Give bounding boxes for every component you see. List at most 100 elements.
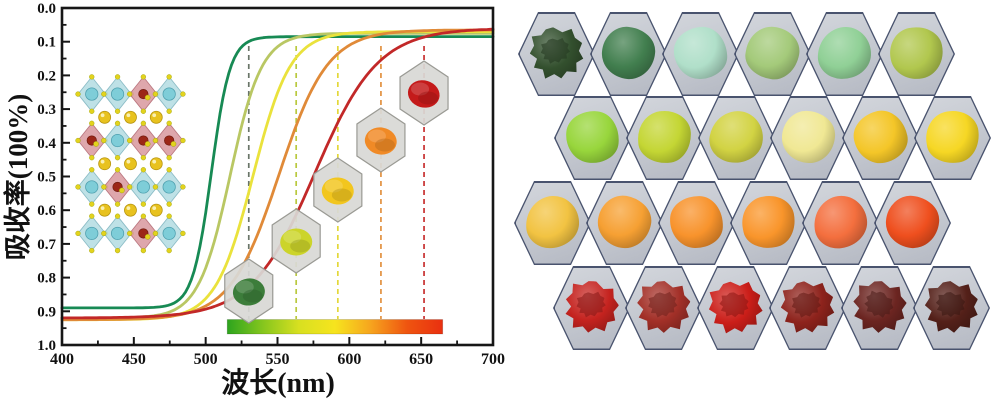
- powder-sample-texture: [538, 36, 572, 67]
- powder-hexagon: [802, 181, 879, 265]
- powder-hexagon: [698, 96, 775, 180]
- powder-sample: [816, 26, 873, 81]
- powder-sample: [672, 25, 729, 81]
- hexagon-background: [914, 267, 989, 349]
- wavelength-gradient-bar: [226, 319, 444, 335]
- chart-sample-hexagon: [224, 258, 274, 324]
- hexagon-background: [843, 97, 918, 179]
- powder-sample: [780, 110, 837, 165]
- hexagon-background: [663, 13, 738, 95]
- absorption-chart: 400 450 500 550 600 650 700 0.0 0.1 0.2 0.3 0.4 0.5 0…: [2, 1, 505, 399]
- x-tick-label: 450: [122, 351, 146, 368]
- hexagon-background: [591, 13, 666, 95]
- hexagon-background: [731, 182, 806, 264]
- hexagon-background: [875, 182, 950, 264]
- hexagon-background: [879, 13, 954, 95]
- absorption-curves: [60, 27, 495, 322]
- y-tick-label: 0.8: [37, 271, 56, 287]
- powder-hexagon: [518, 12, 595, 96]
- y-tick-label: 0.1: [37, 35, 56, 51]
- y-tick-label: 0.7: [37, 237, 56, 253]
- powder-sample: [636, 109, 693, 165]
- powder-hexagon: [769, 266, 846, 350]
- powder-hexagon: [626, 96, 703, 180]
- powder-sample: [561, 277, 622, 337]
- powder-hexagon: [514, 181, 591, 265]
- powder-sample: [563, 109, 622, 166]
- powder-sample-texture: [860, 288, 897, 323]
- axes-frame: 400 450 500 550 600 650 700 0.0 0.1 0.2 0.3 0.4 0.5 0…: [37, 1, 505, 368]
- powder-hexagon: [878, 12, 955, 96]
- powder-sample: [668, 195, 725, 250]
- hexagon-background: [842, 267, 917, 349]
- powder-sample: [705, 107, 768, 168]
- hexagon-background: [915, 97, 990, 179]
- powder-sample: [524, 194, 581, 250]
- powder-sample: [851, 279, 909, 335]
- powder-hexagon: [842, 96, 919, 180]
- x-axis-label: 波长(nm): [221, 367, 335, 399]
- hexagon-background: [587, 182, 662, 264]
- powder-sample: [741, 23, 804, 84]
- powder-sample: [599, 25, 658, 82]
- powder-sample-texture: [645, 289, 679, 320]
- powder-sample: [704, 276, 767, 338]
- hexagon-background: [698, 267, 773, 349]
- powder-sample: [593, 192, 656, 253]
- x-tick-label: 550: [266, 351, 290, 368]
- powder-hexagon: [625, 266, 702, 350]
- absorption-curve-orange-sample: [60, 28, 495, 322]
- chart-sample-hexagons: [224, 60, 449, 324]
- powder-hexagon: [658, 181, 735, 265]
- powder-hexagon: [770, 96, 847, 180]
- chart-sample-hexagon: [399, 60, 449, 126]
- hexagon-background: [807, 13, 882, 95]
- absorption-chart-panel: 400 450 500 550 600 650 700 0.0 0.1 0.2 0.3 0.4 0.5 0…: [2, 1, 505, 399]
- hexagon-background: [699, 97, 774, 179]
- wavelength-color-scale: [226, 319, 444, 335]
- crystal-structure-inset-icon: [75, 74, 186, 254]
- x-tick-label: 500: [194, 351, 218, 368]
- y-tick-label: 0.3: [37, 102, 56, 118]
- y-tick-label: 0.2: [37, 68, 56, 84]
- hexagon-background: [554, 267, 629, 349]
- powder-sample-texture: [789, 290, 823, 321]
- powder-hexagon: [730, 181, 807, 265]
- hexagon-background: [626, 267, 701, 349]
- powder-sample: [527, 24, 587, 83]
- powder-sample: [883, 194, 942, 251]
- powder-sample: [636, 280, 691, 334]
- chart-sample-hexagon: [313, 157, 363, 223]
- hexagon-background: [803, 182, 878, 264]
- y-tick-label: 0.5: [37, 170, 56, 186]
- powder-hexagon: [697, 266, 774, 350]
- powder-hexagon: [554, 96, 631, 180]
- powder-hexagon: [841, 266, 918, 350]
- powder-sample: [924, 280, 980, 335]
- hexagon-background: [627, 97, 702, 179]
- y-tick-label: 0.0: [37, 1, 56, 17]
- x-tick-label: 650: [409, 351, 433, 368]
- powder-sample: [737, 191, 800, 254]
- powder-sample: [885, 22, 948, 85]
- powder-sample-texture: [935, 292, 965, 317]
- powder-hexagon: [874, 181, 951, 265]
- powder-hexagon: [734, 12, 811, 96]
- powder-hexagon: [913, 266, 990, 350]
- hexagon-background: [771, 97, 846, 179]
- powder-sample-grid: [505, 0, 1000, 403]
- powder-hexagon: [662, 12, 739, 96]
- chart-sample-hexagon: [356, 107, 406, 173]
- powder-hexagon: [806, 12, 883, 96]
- hexagon-background: [659, 182, 734, 264]
- y-axis-label: 吸收率(100%): [2, 94, 33, 260]
- powder-sample: [849, 106, 912, 169]
- powder-sample-texture: [719, 292, 749, 318]
- hexagon-background: [555, 97, 630, 179]
- hexagon-background: [519, 13, 594, 95]
- chart-sample-hexagon: [271, 208, 321, 274]
- hexagon-background: [770, 267, 845, 349]
- x-tick-label: 600: [337, 351, 361, 368]
- x-tick-label: 700: [481, 351, 505, 368]
- y-tick-label: 0.6: [37, 203, 56, 219]
